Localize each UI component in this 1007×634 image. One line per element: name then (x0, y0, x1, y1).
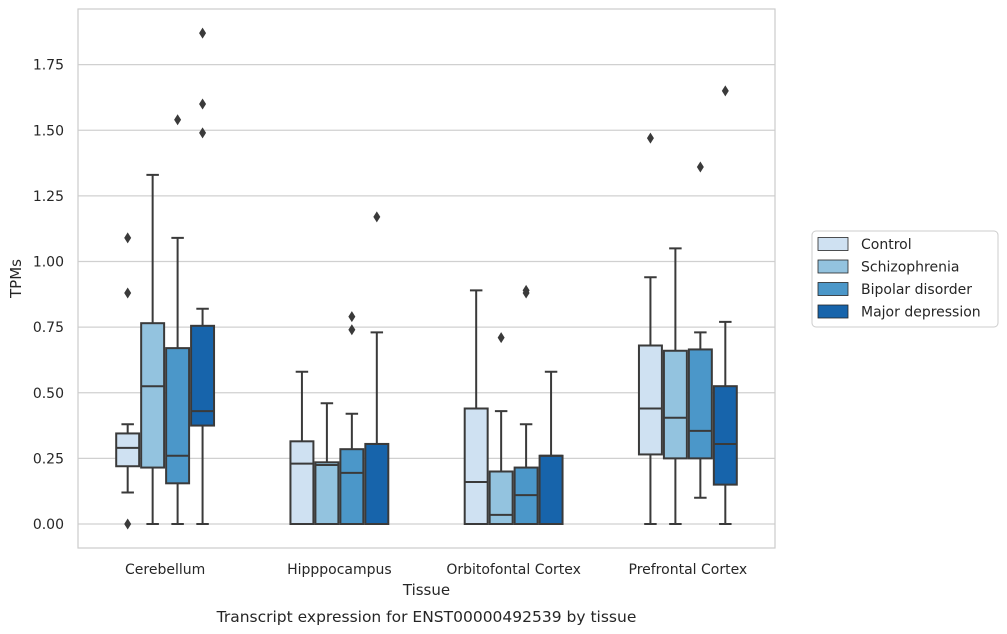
box (712, 385, 738, 486)
box-group (488, 332, 514, 525)
legend: Control Schizophrenia Bipolar disorder Majo… (811, 230, 999, 328)
y-tick-label: 1.75 (33, 58, 64, 74)
outlier-point (124, 287, 132, 299)
box (115, 432, 141, 468)
box-group (289, 370, 315, 525)
y-tick-label: 0.75 (33, 320, 64, 336)
legend-label: Bipolar disorder (861, 282, 972, 298)
y-axis-ticks: 0.00 0.25 0.50 0.75 1.00 1.25 1.50 1.75 (33, 58, 64, 533)
legend-swatch (817, 259, 849, 274)
y-tick-label: 1.50 (33, 123, 64, 139)
box-group (190, 27, 216, 525)
box (488, 470, 514, 525)
plot-area-frame (77, 8, 776, 549)
legend-frame (811, 230, 999, 328)
outlier-point (174, 114, 182, 126)
outlier-point (199, 98, 207, 110)
box-group (712, 85, 738, 525)
outlier-point (373, 211, 381, 223)
box (165, 347, 191, 485)
box (463, 407, 489, 525)
box (662, 349, 688, 460)
outlier-point (348, 311, 356, 323)
legend-swatch (817, 237, 849, 251)
outlier-point (124, 518, 132, 530)
y-tick-label: 1.25 (33, 189, 64, 205)
box-group (637, 132, 663, 525)
box-group (115, 232, 141, 530)
legend-label: Schizophrenia (861, 260, 959, 276)
x-tick-label: Orbitofontal Cortex (446, 562, 581, 578)
box-group (662, 247, 688, 525)
box-group (513, 284, 539, 525)
box-group (538, 370, 564, 525)
outlier-point (522, 284, 530, 296)
x-tick-label: Cerebellum (125, 562, 205, 578)
x-axis-label: Tissue (402, 581, 450, 599)
outlier-point (497, 332, 505, 344)
box-group (339, 311, 365, 525)
box (364, 442, 390, 525)
outlier-point (696, 161, 704, 173)
box-group (140, 173, 166, 525)
box-group (364, 211, 390, 525)
y-axis-label: TPMs (7, 259, 25, 299)
legend-label: Major depression (861, 305, 981, 321)
box-group (314, 402, 340, 525)
outlier-point (199, 127, 207, 139)
box-group (687, 161, 713, 499)
box (339, 448, 365, 525)
box-plots (115, 27, 738, 530)
legend-swatch (817, 282, 849, 296)
y-tick-label: 0.50 (33, 386, 64, 402)
legend-label: Control (861, 237, 912, 253)
y-tick-label: 0.00 (33, 517, 64, 533)
outlier-point (199, 27, 207, 39)
box (289, 440, 315, 525)
figure-caption: Transcript expression for ENST0000049253… (216, 608, 637, 626)
y-tick-label: 0.25 (33, 451, 64, 467)
outlier-point (348, 324, 356, 336)
legend-swatch (817, 304, 849, 319)
box (538, 454, 564, 525)
outlier-point (721, 85, 729, 97)
box (637, 344, 663, 456)
box-group (463, 289, 489, 525)
x-tick-label: Hipppocampus (287, 562, 392, 578)
box (140, 322, 166, 469)
box (190, 324, 216, 427)
box-group (165, 114, 191, 525)
x-axis-ticks: Cerebellum Hipppocampus Orbitofontal Corte… (125, 562, 747, 578)
y-tick-label: 1.00 (33, 255, 64, 271)
box (314, 461, 340, 525)
outlier-point (124, 232, 132, 244)
box (687, 348, 713, 460)
x-tick-label: Prefrontal Cortex (629, 562, 748, 578)
outlier-point (646, 132, 654, 144)
